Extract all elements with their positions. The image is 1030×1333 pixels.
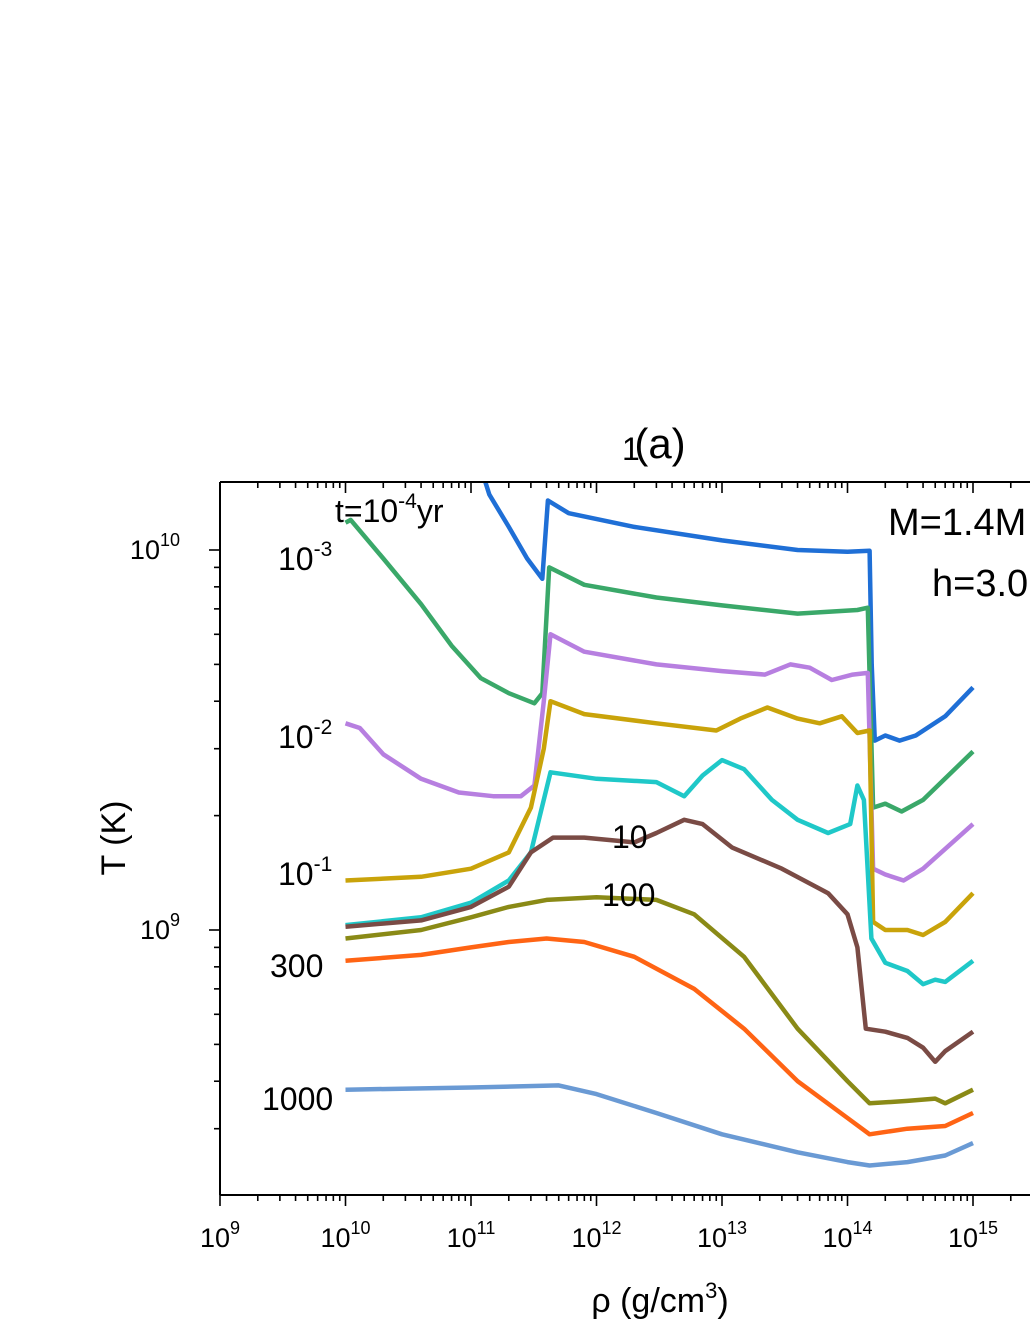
x-tick-label: 1013	[697, 1218, 747, 1253]
curve-label-1: 10-3	[278, 538, 332, 577]
series-layer	[344, 482, 975, 1168]
axes-layer: 109 1010 1011 1012 1013 1014 1015 1010 109	[130, 481, 1030, 1253]
series-line-7	[345, 936, 974, 1137]
x-tick-label: 1012	[571, 1218, 621, 1253]
x-axis-label-main: ρ (g/cm	[591, 1282, 705, 1320]
curve-label-4: 1	[622, 431, 640, 467]
chart-title: (a)	[634, 420, 685, 467]
series-line-3	[345, 698, 975, 938]
curve-label-0: t=10-4yr	[335, 490, 444, 529]
y-tick-label: 109	[140, 910, 180, 945]
x-tick-label: 1015	[948, 1218, 998, 1253]
curve-label-8: 1000	[262, 1081, 333, 1117]
x-tick-label: 1010	[320, 1218, 370, 1253]
curve-label-2: 10-2	[278, 716, 332, 755]
x-tick-label: 109	[200, 1218, 240, 1253]
x-axis-label-end: )	[717, 1282, 728, 1320]
x-tick-label: 1014	[822, 1218, 872, 1253]
series-line-6	[345, 894, 974, 1106]
series-line-8	[345, 1083, 974, 1168]
curve-label-5: 10	[612, 819, 648, 855]
annotation-h: h=3.0	[932, 563, 1028, 605]
annotation-mass: M=1.4M	[888, 502, 1026, 544]
series-line-2	[344, 632, 975, 883]
curve-label-3: 10-1	[278, 853, 332, 892]
series-line-5	[345, 817, 975, 1065]
series-line-1	[344, 517, 975, 814]
y-tick-label: 1010	[130, 530, 180, 565]
x-tick-label: 1011	[447, 1218, 496, 1253]
curve-label-7: 300	[270, 948, 323, 984]
curve-label-6: 100	[602, 877, 655, 913]
series-line-0	[482, 482, 975, 743]
x-axis-label: ρ (g/cm3)	[591, 1278, 728, 1320]
x-axis-label-sup: 3	[705, 1278, 717, 1303]
y-axis-label: T (K)	[95, 801, 133, 876]
